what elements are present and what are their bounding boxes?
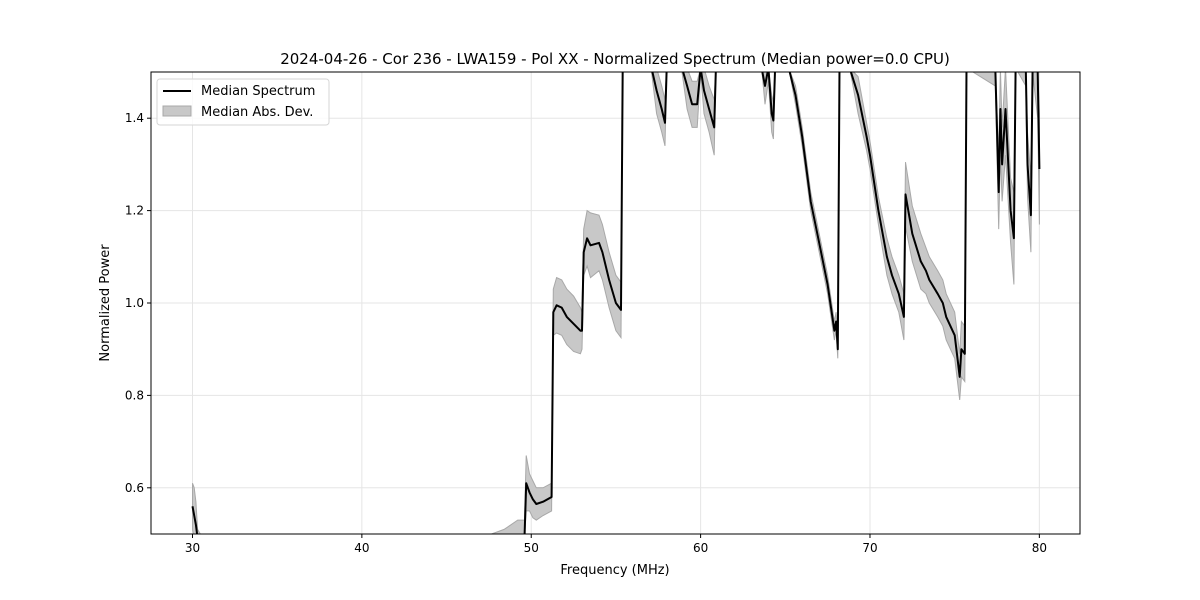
y-axis-label: Normalized Power [98, 244, 113, 362]
legend-label-median-spectrum: Median Spectrum [201, 84, 315, 99]
x-axis-label: Frequency (MHz) [560, 563, 669, 578]
median-spectrum-line [191, 72, 1041, 534]
legend-label-median-abs-dev: Median Abs. Dev. [201, 105, 313, 120]
x-tick-label: 70 [862, 541, 877, 555]
y-tick-label: 1.2 [125, 204, 144, 218]
x-tick-label: 60 [693, 541, 708, 555]
grid [151, 72, 1080, 534]
y-tick-label: 1.4 [125, 111, 144, 125]
x-tick-label: 40 [354, 541, 369, 555]
chart-title: 2024-04-26 - Cor 236 - LWA159 - Pol XX -… [280, 50, 950, 68]
ticks: 30 40 50 60 70 80 0.6 0.8 1.0 1.2 1.4 [125, 111, 1047, 555]
y-tick-label: 1.0 [125, 296, 144, 310]
legend-band-swatch [162, 105, 192, 117]
x-tick-label: 80 [1032, 541, 1047, 555]
legend-box [156, 78, 330, 126]
y-tick-label: 0.6 [125, 481, 144, 495]
y-tick-label: 0.8 [125, 388, 144, 402]
legend: Median Spectrum Median Abs. Dev. [156, 78, 330, 126]
x-tick-label: 50 [524, 541, 539, 555]
x-tick-label: 30 [185, 541, 200, 555]
